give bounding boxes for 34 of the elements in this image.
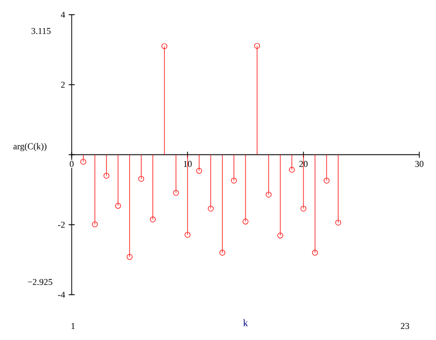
point <box>288 166 295 173</box>
text: 23 <box>400 322 410 330</box>
point <box>184 232 190 238</box>
text: 1 <box>72 323 75 329</box>
x-tick-label: 30 <box>415 160 424 167</box>
y-tick-label: 4 <box>60 12 66 18</box>
point <box>208 206 214 212</box>
point <box>104 172 110 179</box>
point <box>150 216 156 222</box>
text: −2.925 <box>28 278 52 286</box>
point <box>324 178 330 184</box>
point <box>173 190 179 196</box>
point <box>300 206 306 212</box>
x-axis-title: k <box>243 319 248 326</box>
point <box>254 42 260 49</box>
point <box>312 250 318 256</box>
point <box>138 176 144 182</box>
point <box>219 250 226 256</box>
point <box>92 221 98 228</box>
point <box>277 232 284 238</box>
y-tick-label: -4 <box>58 292 66 298</box>
point <box>115 202 121 209</box>
point <box>231 178 237 184</box>
text: 3.115 <box>32 28 51 34</box>
y-axis-title: arg(C(k)) <box>13 143 46 152</box>
x-tick-label: 0 <box>70 160 74 167</box>
point <box>196 168 202 174</box>
y-tick-label: -2 <box>58 222 65 228</box>
point <box>80 158 86 165</box>
point <box>242 218 248 224</box>
y-tick-label: 2 <box>61 82 65 88</box>
point <box>266 192 272 198</box>
point <box>126 254 133 260</box>
point <box>162 43 168 50</box>
